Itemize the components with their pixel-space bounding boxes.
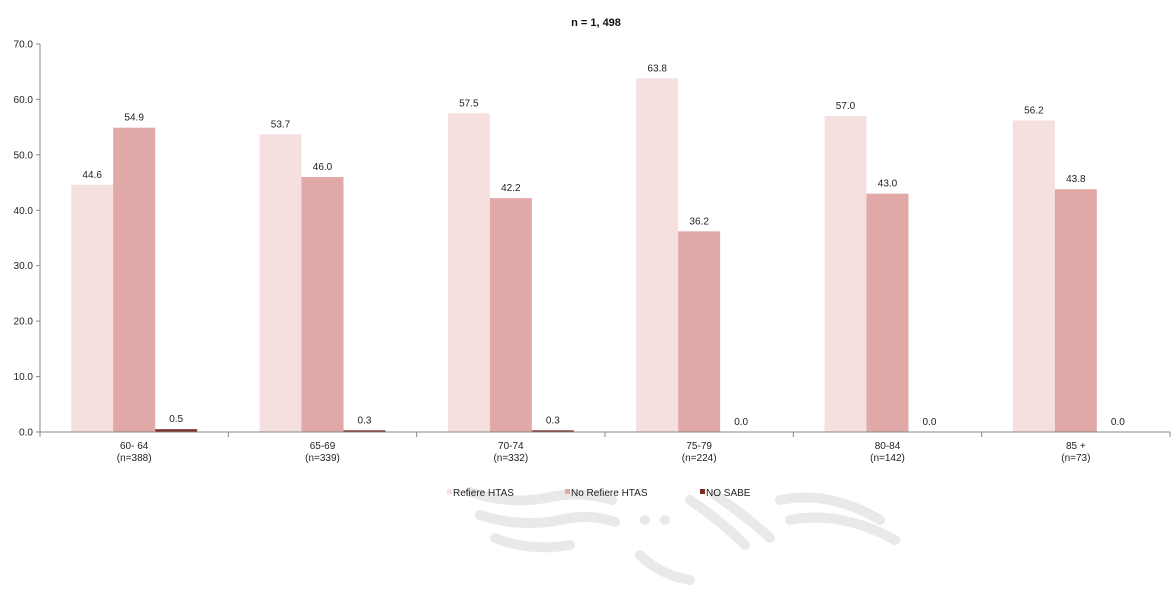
legend-label: NO SABE bbox=[706, 488, 751, 499]
x-tick-label: (n=224) bbox=[682, 453, 717, 464]
data-label: 0.3 bbox=[546, 415, 560, 426]
x-tick-label: (n=332) bbox=[493, 453, 528, 464]
legend-swatch bbox=[565, 489, 570, 494]
x-tick-label: (n=388) bbox=[117, 453, 152, 464]
bar bbox=[113, 127, 156, 432]
x-tick-label: (n=339) bbox=[305, 453, 340, 464]
bar bbox=[259, 134, 302, 432]
data-label: 43.0 bbox=[878, 179, 898, 190]
bar bbox=[824, 116, 867, 433]
y-axis: 0.0 10.0 20.0 30.0 40.0 50.0 60.0 70.0 bbox=[14, 40, 41, 439]
y-tick-label: 20.0 bbox=[14, 317, 34, 328]
x-tick-label: 85 + bbox=[1066, 441, 1086, 452]
data-label: 54.9 bbox=[124, 113, 144, 124]
legend-swatch bbox=[700, 489, 705, 494]
legend: Refiere HTAS No Refiere HTAS NO SABE bbox=[447, 488, 751, 499]
bar bbox=[866, 193, 909, 432]
chart-title: n = 1, 498 bbox=[571, 17, 621, 29]
data-label: 42.2 bbox=[501, 183, 521, 194]
data-label: 0.0 bbox=[1111, 417, 1125, 428]
bar bbox=[636, 78, 679, 432]
bar bbox=[71, 184, 114, 432]
bar bbox=[678, 231, 721, 432]
data-label: 57.5 bbox=[459, 98, 479, 109]
data-label: 44.6 bbox=[82, 170, 102, 181]
data-label: 0.3 bbox=[358, 415, 372, 426]
bar bbox=[301, 177, 344, 432]
x-axis: 60- 64(n=388) 65-69(n=339) 70-74(n=332) 75-… bbox=[39, 431, 1171, 464]
data-label: 43.8 bbox=[1066, 174, 1086, 185]
bar bbox=[1012, 120, 1055, 433]
data-label: 0.0 bbox=[923, 417, 937, 428]
data-label: 36.2 bbox=[689, 216, 709, 227]
data-label: 63.8 bbox=[647, 63, 667, 74]
data-label: 46.0 bbox=[313, 162, 333, 173]
y-tick-label: 0.0 bbox=[19, 428, 33, 439]
bar bbox=[1054, 189, 1097, 432]
data-label: 57.0 bbox=[836, 101, 856, 112]
x-tick-label: (n=73) bbox=[1061, 453, 1090, 464]
data-label: 56.2 bbox=[1024, 105, 1044, 116]
bar bbox=[343, 430, 386, 432]
watermark-logo bbox=[465, 487, 900, 585]
bar bbox=[489, 198, 532, 432]
y-tick-label: 60.0 bbox=[14, 95, 34, 106]
data-label: 53.7 bbox=[271, 119, 291, 130]
bar bbox=[531, 430, 574, 432]
x-tick-label: 60- 64 bbox=[120, 441, 149, 452]
bar bbox=[447, 113, 490, 433]
legend-label: Refiere HTAS bbox=[453, 488, 514, 499]
x-tick-label: 65-69 bbox=[310, 441, 336, 452]
legend-label: No Refiere HTAS bbox=[571, 488, 648, 499]
y-tick-label: 50.0 bbox=[14, 150, 34, 161]
x-tick-label: 70-74 bbox=[498, 441, 524, 452]
x-tick-label: 75-79 bbox=[686, 441, 712, 452]
x-tick-label: (n=142) bbox=[870, 453, 905, 464]
bar bbox=[155, 429, 198, 432]
data-label: 0.0 bbox=[734, 417, 748, 428]
data-label: 0.5 bbox=[169, 414, 183, 425]
legend-swatch bbox=[447, 489, 452, 494]
y-tick-label: 10.0 bbox=[14, 372, 34, 383]
y-tick-label: 40.0 bbox=[14, 206, 34, 217]
y-tick-label: 70.0 bbox=[14, 40, 34, 51]
y-tick-label: 30.0 bbox=[14, 261, 34, 272]
bars: 44.6 54.9 0.5 53.7 46.0 0.3 57.5 42.2 0.3 63.8 36.… bbox=[71, 63, 1125, 433]
x-tick-label: 80-84 bbox=[875, 441, 901, 452]
